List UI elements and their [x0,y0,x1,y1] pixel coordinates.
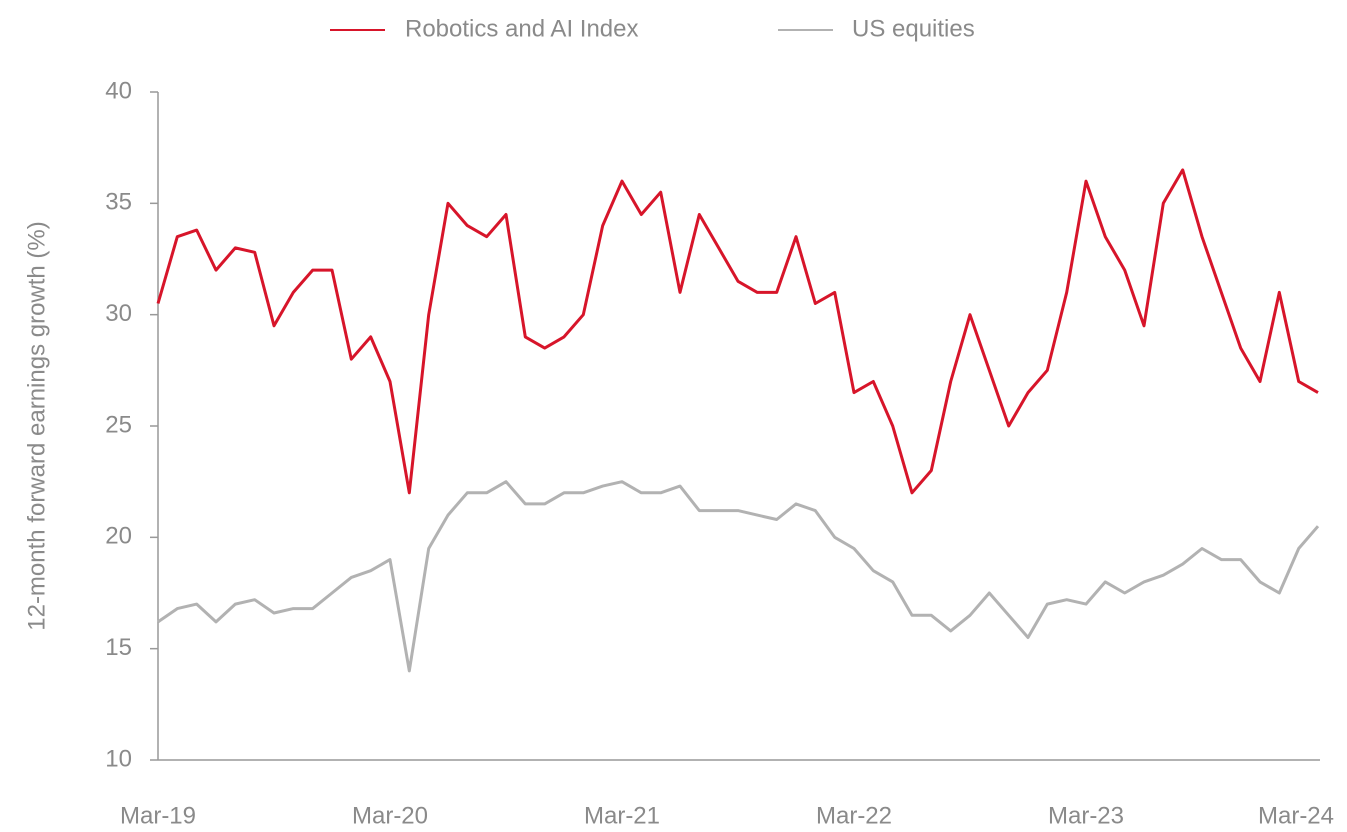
y-tick-label: 20 [105,523,132,550]
x-tick-label: Mar-24 [1258,802,1334,829]
y-tick-label: 10 [105,745,132,772]
y-tick-label: 25 [105,411,132,438]
x-tick-label: Mar-22 [816,802,892,829]
y-tick-label: 15 [105,634,132,661]
x-tick-label: Mar-21 [584,802,660,829]
series-line [157,480,1320,673]
y-tick-label: 40 [105,77,132,104]
legend-label: Robotics and AI Index [405,15,638,42]
legend-label: US equities [852,15,975,42]
x-tick-label: Mar-23 [1048,802,1124,829]
series-line [156,168,1319,495]
y-axis-label: 12-month forward earnings growth (%) [23,221,50,631]
y-tick-label: 35 [105,189,132,216]
x-tick-label: Mar-20 [352,802,428,829]
x-tick-label: Mar-19 [120,802,196,829]
y-tick-label: 30 [105,300,132,327]
